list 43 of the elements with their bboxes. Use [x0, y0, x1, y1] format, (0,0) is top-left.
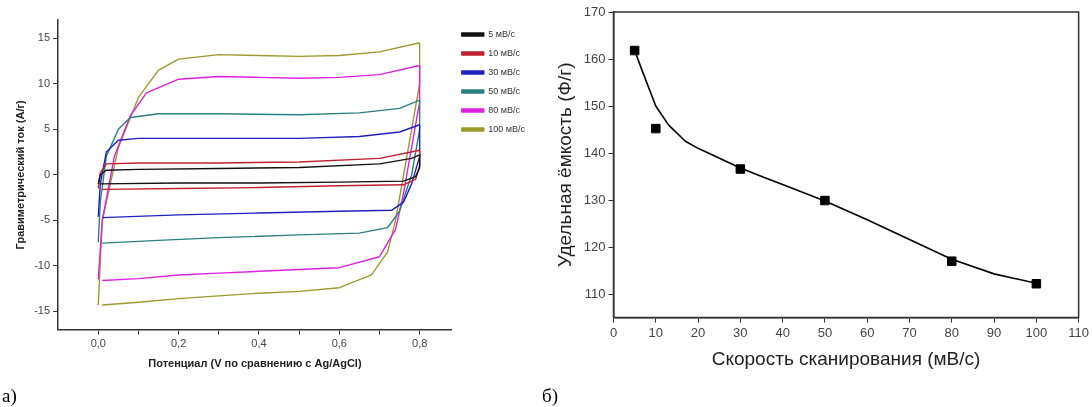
x-tick-label: 0,0: [90, 337, 106, 350]
y-tick-label: 0: [43, 167, 51, 180]
legend-label: 10 мВ/с: [488, 47, 521, 58]
x-tick-label: 0,2: [170, 337, 187, 350]
y-tick-label: 170: [583, 3, 606, 19]
y-tick-label: 160: [583, 50, 606, 66]
x-tick-label: 50: [817, 324, 833, 340]
x-tick-label: 80: [944, 324, 960, 340]
y-tick-label: 130: [583, 191, 606, 207]
x-tick-label: 100: [1025, 324, 1048, 340]
y-tick-label: 120: [583, 238, 606, 254]
x-tick-label: 0,6: [331, 337, 347, 350]
x-tick-label: 0,8: [412, 337, 428, 350]
y-axis-title: Гравиметрический ток (А/г): [13, 99, 26, 250]
legend-label: 5 мВ/с: [488, 28, 516, 39]
x-tick-label: 90: [986, 324, 1002, 340]
x-axis-title: Потенциал (V по сравнению с Ag/AgCl): [148, 357, 362, 370]
x-tick-label: 70: [902, 324, 917, 340]
x-tick-label: 30: [733, 324, 748, 340]
x-tick-label: 0,4: [251, 337, 267, 350]
x-tick-label: 0: [609, 324, 618, 340]
text: б): [542, 385, 558, 407]
legend-label: 100 мВ/с: [488, 123, 526, 134]
text: а): [2, 385, 17, 407]
y-tick-label: 5: [43, 122, 51, 135]
y-tick-label: -10: [34, 258, 51, 271]
y-tick-label: 140: [583, 144, 606, 160]
y-tick-label: -15: [34, 304, 51, 317]
x-tick-label: 60: [859, 324, 875, 340]
y-tick-label: 150: [583, 97, 606, 113]
x-tick-label: 20: [690, 324, 706, 340]
x-axis-title: Скорость сканирования (мВ/с): [711, 347, 981, 369]
legend-label: 50 мВ/с: [488, 85, 521, 96]
y-tick-label: 10: [37, 76, 51, 89]
y-tick-label: -5: [40, 213, 51, 226]
x-tick-label: 10: [648, 324, 664, 340]
y-tick-label: 15: [37, 31, 51, 44]
legend-label: 30 мВ/с: [488, 66, 521, 77]
x-tick-label: 110: [1068, 324, 1089, 340]
y-axis-title: Удельная ёмкость (Ф/г): [553, 62, 575, 268]
x-tick-label: 40: [775, 324, 790, 340]
y-tick-label: 110: [584, 285, 606, 301]
legend-label: 80 мВ/с: [488, 104, 521, 115]
